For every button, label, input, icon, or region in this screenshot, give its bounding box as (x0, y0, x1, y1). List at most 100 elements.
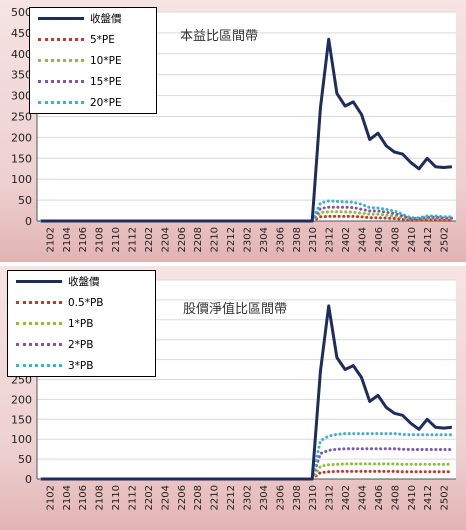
x-tick-label: 2208 (193, 227, 204, 252)
legend-swatch (16, 301, 62, 304)
legend-label: 3*PB (68, 359, 94, 372)
x-tick-label: 2306 (275, 485, 286, 510)
x-tick-label: 2502 (440, 485, 451, 510)
legend-swatch (38, 17, 84, 20)
x-tick-label: 2212 (226, 485, 237, 510)
x-tick-label: 2412 (423, 485, 434, 510)
x-tick-label: 2202 (144, 227, 155, 252)
legend-item: 收盤價 (8, 271, 155, 292)
legend-item: 20*PE (30, 92, 156, 113)
x-tick-label: 2108 (95, 227, 106, 252)
legend-item: 0.5*PB (8, 292, 155, 313)
y-tick-label: 150 (11, 413, 32, 426)
y-tick-label: 0 (25, 473, 32, 486)
legend-swatch (16, 364, 62, 367)
x-tick-label: 2302 (243, 227, 254, 252)
x-tick-label: 2102 (45, 227, 56, 252)
legend-label: 1*PB (68, 317, 94, 330)
x-tick-label: 2206 (177, 485, 188, 510)
pb-band-chart-title: 股價淨值比區間帶 (183, 302, 288, 317)
pe-band-chart-title: 本益比區間帶 (180, 29, 259, 44)
pe-band-chart-panel: 0 50 100 150 200 250 300 350 400 450 500 2102 2104 21… (0, 0, 466, 262)
x-tick-label: 2108 (95, 485, 106, 510)
y-tick-label: 50 (18, 453, 32, 466)
legend-item: 1*PB (8, 313, 155, 334)
y-tick-label: 200 (11, 393, 32, 406)
x-tick-label: 2304 (259, 485, 270, 510)
legend-label: 2*PB (68, 338, 94, 351)
x-tick-label: 2404 (358, 227, 369, 252)
x-tick-label: 2306 (275, 227, 286, 252)
x-tick-label: 2408 (390, 227, 401, 252)
y-tick-label: 450 (11, 27, 32, 40)
series-line (41, 304, 453, 481)
x-tick-label: 2204 (160, 485, 171, 510)
x-tick-label: 2402 (341, 485, 352, 510)
x-tick-label: 2302 (243, 485, 254, 510)
x-tick-label: 2310 (308, 485, 319, 510)
x-tick-label: 2112 (127, 227, 138, 252)
legend-swatch (38, 59, 84, 62)
legend-item: 15*PE (30, 71, 156, 92)
legend-swatch (38, 80, 84, 83)
x-tick-label: 2206 (177, 227, 188, 252)
x-tick-label: 2308 (292, 227, 303, 252)
x-tick-label: 2110 (111, 227, 122, 252)
legend-swatch (16, 343, 62, 346)
legend-label: 收盤價 (68, 276, 100, 288)
legend-swatch (38, 38, 84, 41)
legend-swatch (16, 280, 62, 283)
legend-item: 5*PE (30, 29, 156, 50)
legend-item: 2*PB (8, 334, 155, 355)
y-tick-label: 250 (11, 111, 32, 124)
pb-band-legend: 收盤價 0.5*PB 1*PB 2*PB 3*PB (7, 270, 156, 377)
x-tick-label: 2212 (226, 227, 237, 252)
x-tick-label: 2104 (62, 485, 73, 510)
x-tick-label: 2404 (358, 485, 369, 510)
x-tick-label: 2406 (374, 227, 385, 252)
x-tick-label: 2202 (144, 485, 155, 510)
y-tick-label: 400 (11, 48, 32, 61)
y-tick-label: 100 (11, 173, 32, 186)
y-tick-label: 200 (11, 131, 32, 144)
x-tick-label: 2312 (325, 227, 336, 252)
x-tick-label: 2208 (193, 485, 204, 510)
y-tick-label: 350 (11, 69, 32, 82)
x-tick-label: 2304 (259, 227, 270, 252)
series-line (41, 37, 453, 223)
legend-label: 20*PE (90, 96, 122, 109)
x-tick-label: 2402 (341, 227, 352, 252)
x-tick-label: 2210 (210, 227, 221, 252)
legend-label: 5*PE (90, 33, 115, 46)
y-tick-label: 150 (11, 152, 32, 165)
x-tick-label: 2106 (78, 227, 89, 252)
y-tick-label: 0 (25, 215, 32, 228)
x-tick-label: 2106 (78, 485, 89, 510)
legend-item: 10*PE (30, 50, 156, 71)
y-tick-label: 500 (11, 6, 32, 19)
x-tick-label: 2406 (374, 485, 385, 510)
x-tick-label: 2312 (325, 485, 336, 510)
legend-label: 15*PE (90, 75, 122, 88)
y-tick-label: 100 (11, 433, 32, 446)
legend-label: 收盤價 (90, 13, 122, 25)
legend-swatch (16, 322, 62, 325)
pe-band-legend: 收盤價 5*PE 10*PE 15*PE 20*PE (29, 7, 157, 114)
legend-item: 收盤價 (30, 8, 156, 29)
y-tick-label: 50 (18, 194, 32, 207)
x-tick-label: 2210 (210, 485, 221, 510)
x-tick-label: 2408 (390, 485, 401, 510)
x-tick-label: 2410 (407, 227, 418, 252)
x-tick-label: 2502 (440, 227, 451, 252)
x-tick-label: 2412 (423, 227, 434, 252)
x-tick-label: 2410 (407, 485, 418, 510)
legend-swatch (38, 101, 84, 104)
legend-label: 0.5*PB (68, 296, 104, 309)
x-tick-label: 2104 (62, 227, 73, 252)
x-tick-label: 2102 (45, 485, 56, 510)
legend-item: 3*PB (8, 355, 155, 376)
pb-band-chart-panel: 0501001502002503003504004505002102210421… (0, 266, 466, 530)
x-tick-label: 2204 (160, 227, 171, 252)
x-tick-label: 2310 (308, 227, 319, 252)
x-tick-label: 2110 (111, 485, 122, 510)
